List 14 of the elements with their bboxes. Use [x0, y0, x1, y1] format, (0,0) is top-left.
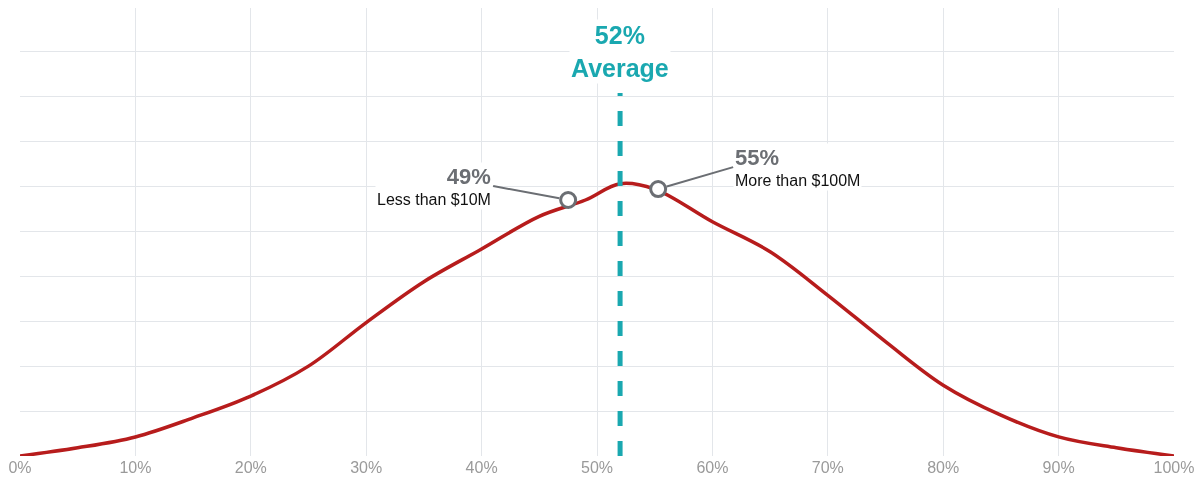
x-tick-label: 90%: [1042, 459, 1075, 476]
annotation: 49% Less than $10M: [377, 164, 491, 208]
x-tick-label: 50%: [580, 459, 614, 476]
x-tick-label: 30%: [350, 459, 383, 476]
x-tick-label: 10%: [119, 459, 152, 476]
ref-line-label: 52% Average: [571, 21, 669, 82]
x-tick-label: 20%: [234, 459, 267, 476]
x-tick-label: 80%: [927, 459, 960, 476]
x-tick-label: 0%: [8, 459, 32, 476]
x-tick-label: 60%: [696, 459, 729, 476]
x-tick-label: 70%: [811, 459, 844, 476]
x-tick-label: 100%: [1153, 459, 1195, 476]
annotation: 55% More than $100M: [735, 145, 861, 189]
x-tick-label: 40%: [465, 459, 498, 476]
